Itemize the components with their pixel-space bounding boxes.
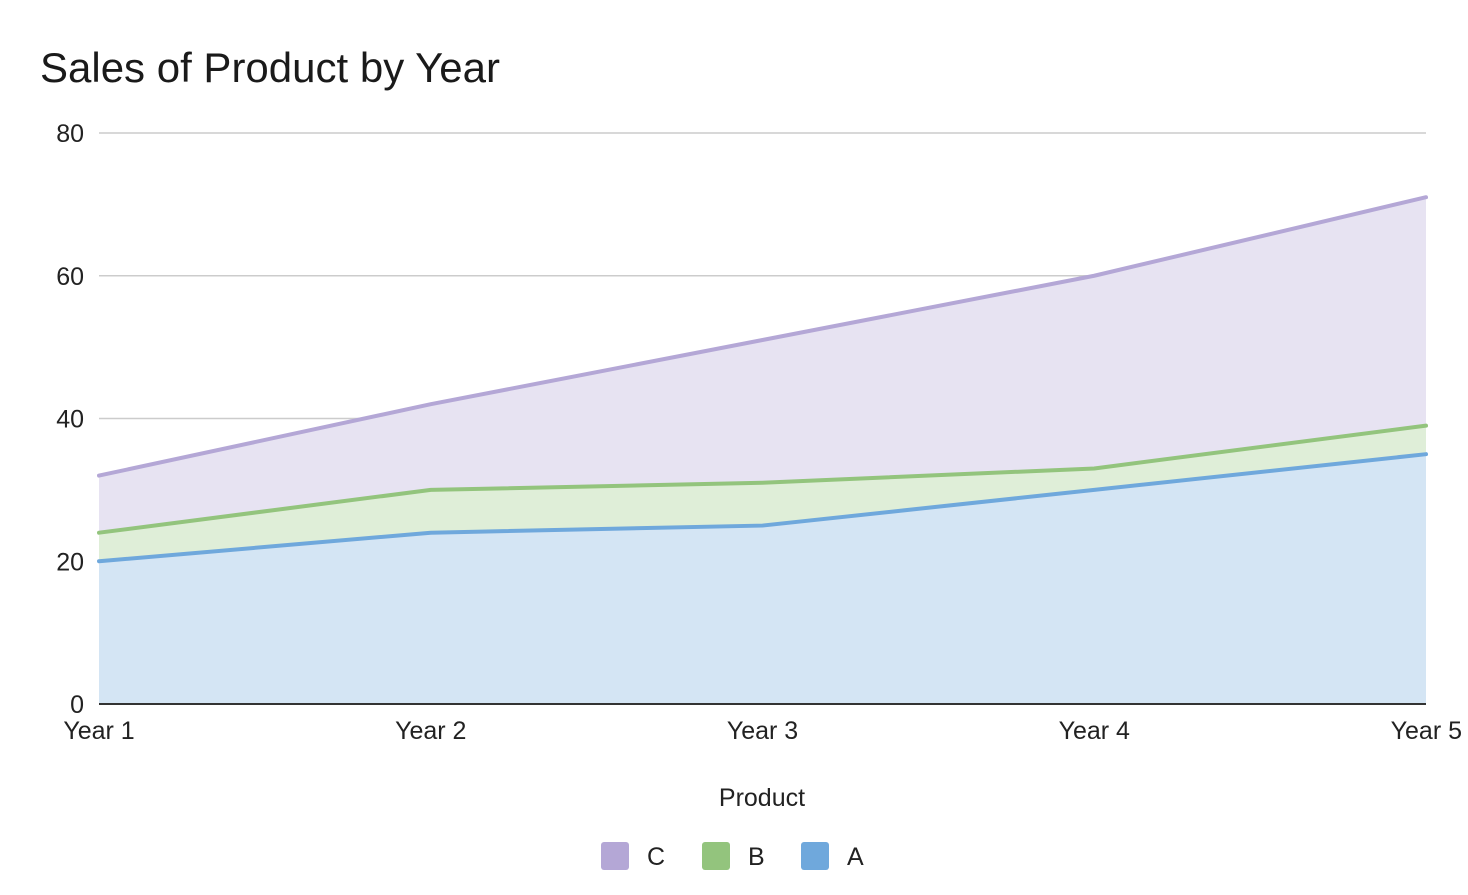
area-series-b <box>99 425 1426 562</box>
x-tick-label: Year 1 <box>63 717 134 745</box>
y-tick-label: 60 <box>56 263 84 291</box>
legend-label: B <box>748 843 765 871</box>
area-series-c <box>99 197 1426 533</box>
x-axis-tick-labels: Year 1 Year 2 Year 3 Year 4 Year 5 <box>63 717 1462 745</box>
legend-swatch <box>801 842 829 870</box>
line-series-a <box>97 452 1428 564</box>
legend-swatch <box>601 842 629 870</box>
line-series-b <box>97 423 1428 535</box>
y-tick-label: 80 <box>56 120 84 148</box>
x-tick-label: Year 2 <box>395 717 466 745</box>
legend-swatch <box>702 842 730 870</box>
area-fills <box>99 197 1426 704</box>
chart-title: Sales of Product by Year <box>40 44 500 91</box>
y-tick-label: 20 <box>56 548 84 576</box>
legend-label: C <box>647 843 665 871</box>
x-axis-title: Product <box>719 784 805 812</box>
y-axis-tick-labels: 0 20 40 60 80 <box>56 120 84 719</box>
legend-item-a: A <box>801 842 864 871</box>
area-series-a <box>99 454 1426 704</box>
y-tick-label: 40 <box>56 406 84 434</box>
y-tick-label: 0 <box>70 691 84 719</box>
legend-item-b: B <box>702 842 765 871</box>
x-tick-label: Year 4 <box>1059 717 1130 745</box>
x-tick-label: Year 3 <box>727 717 798 745</box>
x-tick-label: Year 5 <box>1391 717 1462 745</box>
series-lines <box>97 195 1428 564</box>
legend-label: A <box>847 843 864 871</box>
line-series-c <box>97 195 1428 478</box>
legend-item-c: C <box>601 842 665 871</box>
